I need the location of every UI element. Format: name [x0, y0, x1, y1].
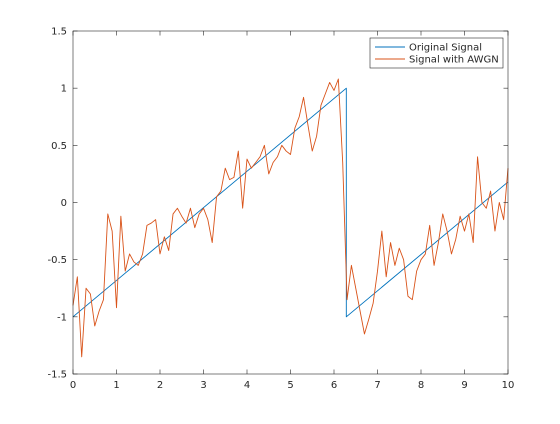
- ticks-layer: 0 1 2 3 4 5 6 7 8 9 10 -1.5 -1 -0.5 0 0.5 1 1.5: [47, 27, 514, 392]
- legend-label-2: Signal with AWGN: [409, 55, 499, 66]
- x-tick-label: 6: [331, 380, 337, 391]
- y-tick-label: -1: [57, 312, 67, 323]
- y-tick-label: 1.5: [51, 27, 67, 38]
- x-tick-label: 1: [113, 380, 119, 391]
- series-line-2: [72, 78, 509, 358]
- x-tick-label: 2: [157, 380, 163, 391]
- plot-area: [73, 31, 508, 374]
- series-line-1: [72, 87, 509, 318]
- legend-box: [369, 37, 504, 69]
- y-tick-label: 0: [61, 198, 67, 209]
- series-layer: [72, 78, 509, 358]
- x-tick-label: 8: [418, 380, 424, 391]
- x-tick-label: 3: [200, 380, 206, 391]
- y-tick-label: -0.5: [47, 255, 67, 266]
- x-tick-label: 0: [70, 380, 76, 391]
- legend-label-1: Original Signal: [409, 43, 482, 54]
- y-tick-label: -1.5: [47, 370, 67, 381]
- x-tick-label: 10: [502, 380, 515, 391]
- y-tick-label: 1: [61, 84, 67, 95]
- y-tick-label: 0.5: [51, 141, 67, 152]
- axes-background: [73, 31, 508, 374]
- x-tick-label: 4: [244, 380, 250, 391]
- x-tick-label: 5: [287, 380, 293, 391]
- x-tick-label: 9: [461, 380, 467, 391]
- x-tick-label: 7: [374, 380, 380, 391]
